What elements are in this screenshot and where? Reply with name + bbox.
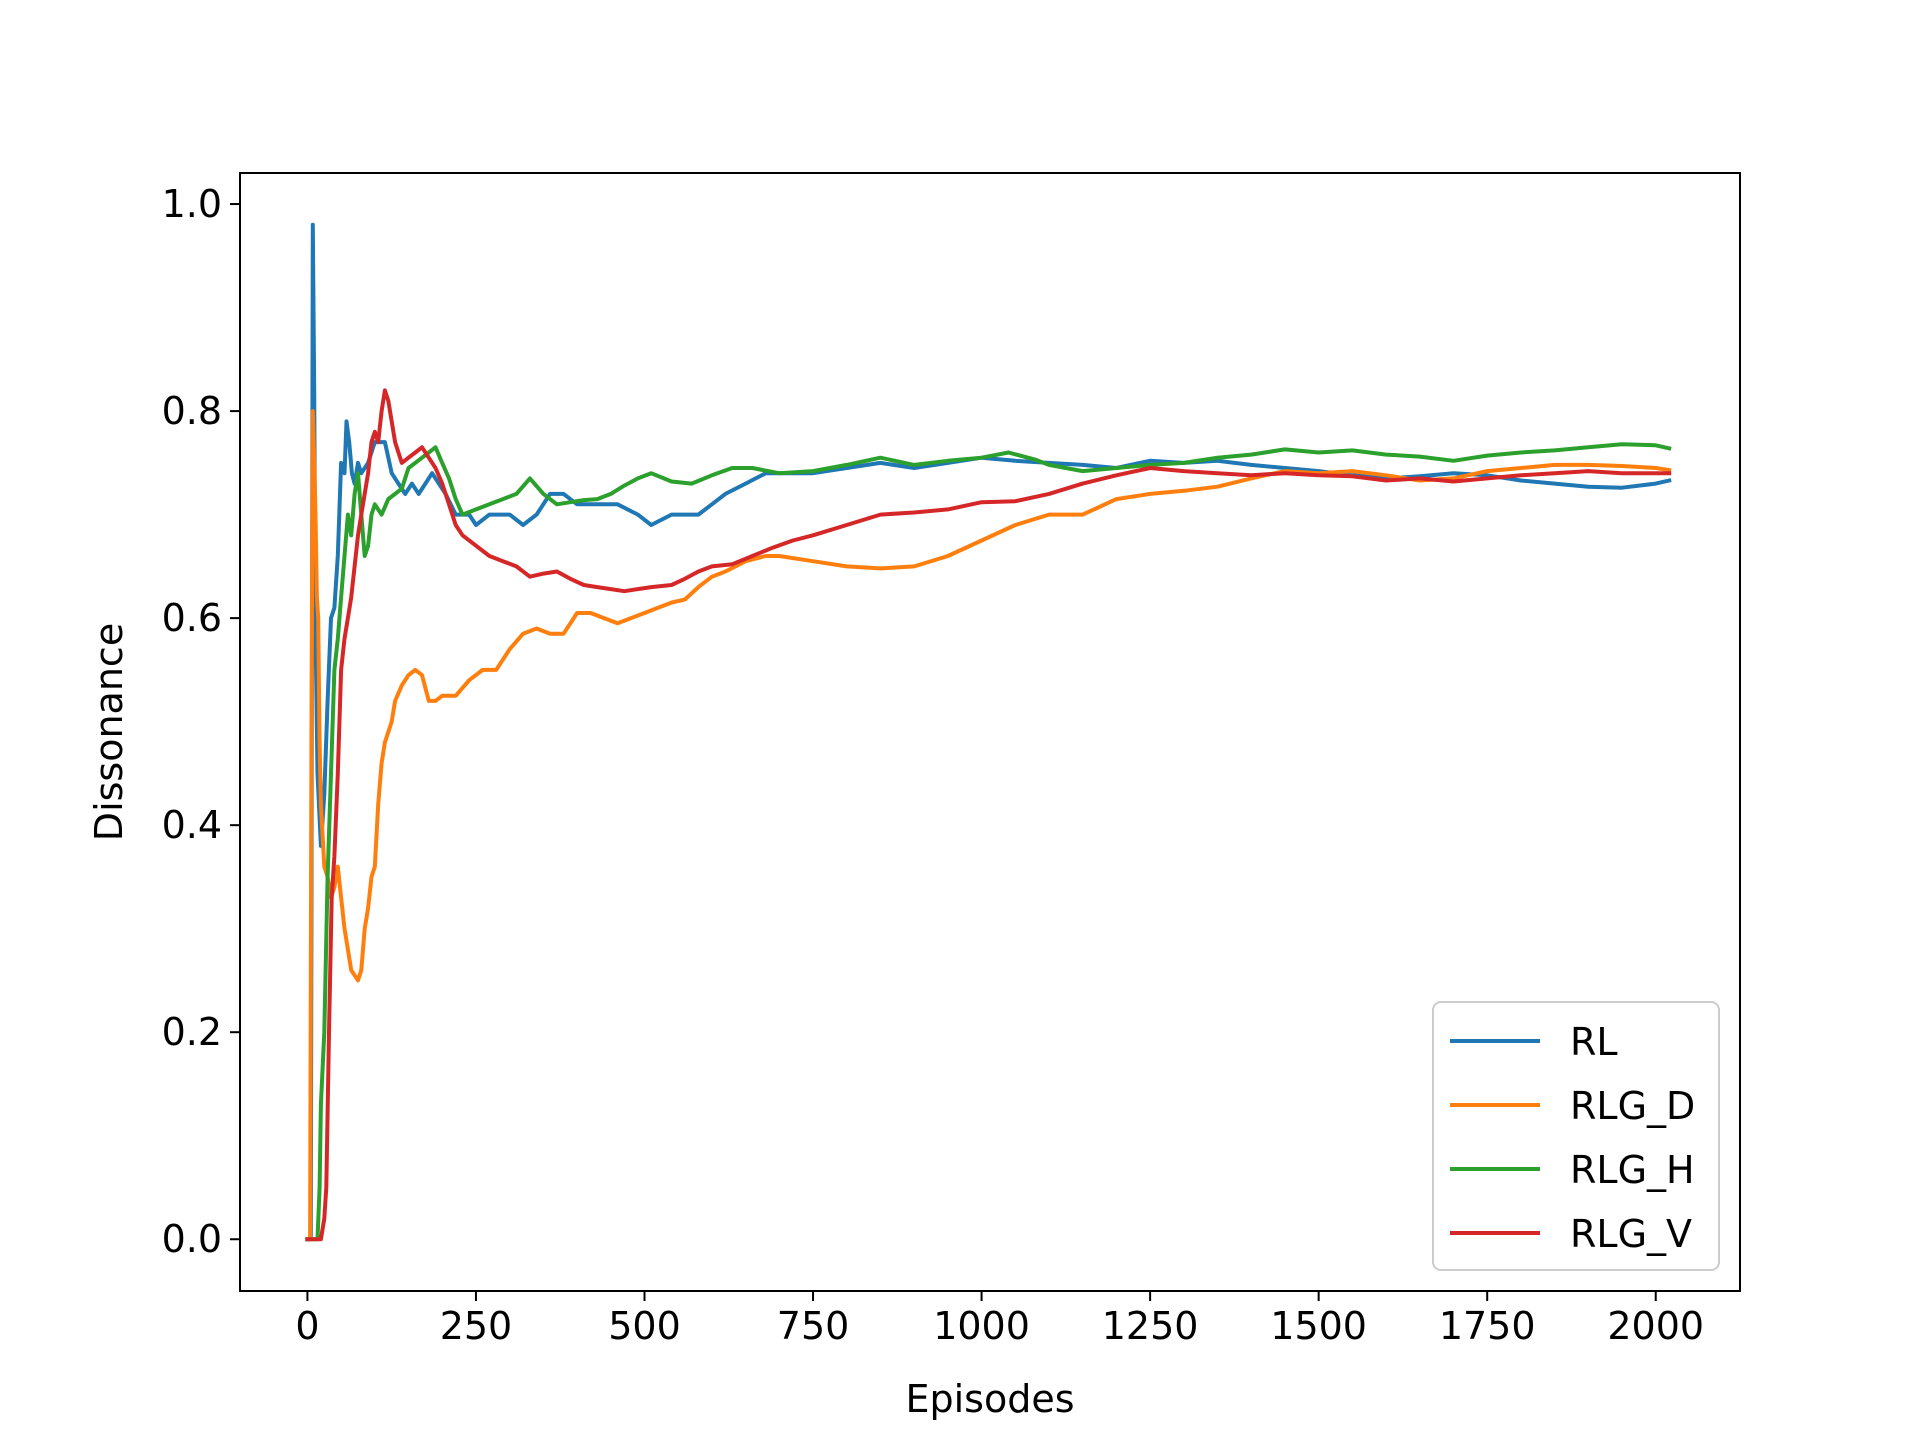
legend: RL RLG_D RLG_H RLG_V	[1432, 1001, 1720, 1271]
y-axis-label: Dissonance	[87, 623, 131, 841]
x-tick-label: 2000	[1607, 1304, 1704, 1348]
legend-label: RLG_H	[1570, 1148, 1695, 1192]
plot-frame	[239, 172, 1741, 1292]
y-tick-label: 0.0	[162, 1217, 222, 1261]
x-axis-label: Episodes	[905, 1377, 1074, 1421]
legend-label: RLG_D	[1570, 1084, 1695, 1128]
series-line-rl	[305, 222, 1672, 1242]
legend-label: RL	[1570, 1020, 1618, 1064]
x-axis: 0 250 500 750 1000 1250 1500 1750 2000	[295, 1291, 1704, 1348]
x-tick-label: 1500	[1270, 1304, 1367, 1348]
y-tick-label: 0.4	[162, 803, 222, 847]
y-tick-label: 0.8	[162, 389, 222, 433]
y-tick-label: 0.6	[162, 596, 222, 640]
x-tick-label: 1250	[1102, 1304, 1199, 1348]
x-tick-label: 500	[608, 1304, 681, 1348]
series-line-rlg-d	[305, 409, 1672, 1242]
y-tick-label: 1.0	[162, 182, 222, 226]
legend-label: RLG_V	[1570, 1212, 1692, 1256]
x-tick-label: 0	[295, 1304, 319, 1348]
y-tick-label: 0.2	[162, 1010, 222, 1054]
x-tick-label: 750	[777, 1304, 850, 1348]
series-layer	[305, 222, 1672, 1242]
series-line-rlg-v	[305, 388, 1672, 1242]
y-axis: 0.0 0.2 0.4 0.6 0.8 1.0	[162, 182, 240, 1261]
x-tick-label: 1750	[1439, 1304, 1536, 1348]
series-line-rlg-h	[305, 442, 1672, 1242]
x-tick-label: 1000	[933, 1304, 1030, 1348]
x-tick-label: 250	[440, 1304, 513, 1348]
legend-box	[1432, 1001, 1720, 1271]
